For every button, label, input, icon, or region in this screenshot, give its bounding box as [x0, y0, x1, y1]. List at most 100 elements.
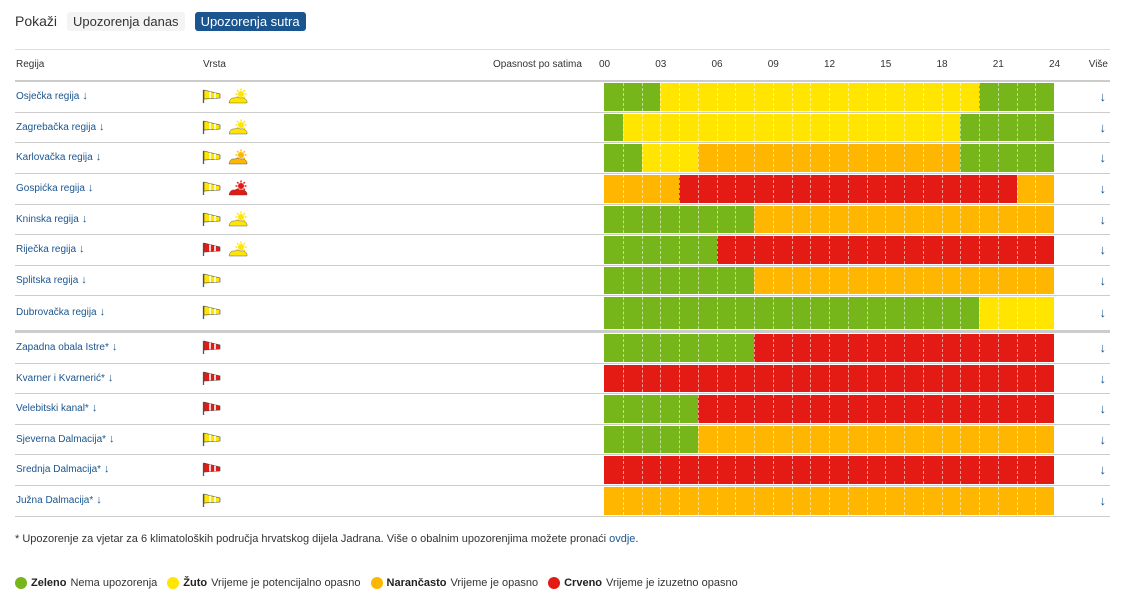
region-name[interactable]: Riječka regija ↓	[16, 243, 85, 255]
hazard-segment-orange	[604, 487, 1054, 515]
region-name[interactable]: Zagrebačka regija ↓	[16, 121, 105, 133]
tab-warnings-tomorrow[interactable]: Upozorenja sutra	[194, 11, 306, 31]
more-arrow-icon[interactable]: ↓	[1099, 370, 1107, 386]
region-name[interactable]: Kvarner i Kvarnerić* ↓	[16, 372, 113, 384]
region-name[interactable]: Osječka regija ↓	[16, 90, 88, 102]
region-name[interactable]: Južna Dalmacija* ↓	[16, 494, 102, 506]
arrow-down-icon: ↓	[82, 90, 88, 102]
region-row: Karlovačka regija ↓ ↓	[15, 143, 1110, 174]
warning-types	[202, 431, 222, 447]
region-name[interactable]: Kninska regija ↓	[16, 213, 87, 225]
warning-types	[202, 241, 248, 257]
more-arrow-icon[interactable]: ↓	[1099, 401, 1107, 416]
heat-icon	[228, 241, 248, 257]
footnote: * Upozorenje za vjetar za 6 klimatološki…	[15, 533, 638, 545]
hazard-segment-red	[716, 236, 1054, 264]
footnote-link[interactable]: ovdje	[609, 533, 636, 545]
warning-types	[202, 180, 248, 196]
more-arrow-icon[interactable]: ↓	[1099, 89, 1107, 104]
hazard-segment-red	[604, 456, 1054, 484]
region-name-text: Riječka regija	[16, 244, 77, 255]
more-arrow-icon[interactable]: ↓	[1099, 181, 1107, 196]
arrow-down-icon: ↓	[111, 341, 118, 353]
hazard-timeline	[604, 297, 1054, 329]
more-arrow-icon[interactable]: ↓	[1099, 340, 1107, 355]
arrow-down-icon: ↓	[79, 243, 85, 255]
hazard-segment-orange	[1016, 175, 1054, 203]
hour-labels: 00 03 06 09 12 15 18 21 24	[15, 50, 1110, 80]
hazard-timeline	[604, 365, 1054, 392]
warning-types	[202, 339, 222, 355]
region-name[interactable]: Gospićka regija ↓	[16, 182, 93, 194]
more-arrow-icon[interactable]: ↓	[1099, 431, 1107, 447]
hour-label: 21	[992, 59, 1004, 70]
region-row: Splitska regija ↓ ↓	[15, 266, 1110, 296]
more-arrow-icon[interactable]: ↓	[1099, 462, 1107, 477]
more-arrow-icon[interactable]: ↓	[1099, 493, 1107, 508]
warning-types	[202, 461, 222, 477]
header-region: Regija	[16, 59, 45, 70]
region-name-text: Južna Dalmacija*	[16, 495, 94, 506]
wind-icon	[202, 88, 222, 104]
region-row: Zapadna obala Istre* ↓ ↓	[15, 333, 1110, 364]
region-name[interactable]: Dubrovačka regija ↓	[16, 306, 105, 318]
region-name[interactable]: Velebitski kanal* ↓	[16, 402, 97, 414]
more-arrow-icon[interactable]: ↓	[1099, 211, 1107, 227]
arrow-down-icon: ↓	[95, 151, 102, 163]
wind-icon	[202, 461, 222, 477]
hour-label: 12	[824, 59, 836, 70]
wind-icon	[202, 211, 222, 227]
legend-name: Crveno	[564, 577, 603, 589]
hazard-timeline	[604, 426, 1054, 453]
region-row: Južna Dalmacija* ↓ ↓	[15, 486, 1110, 517]
region-row: Zagrebačka regija ↓ ↓	[15, 113, 1110, 143]
legend-item-green: Zeleno Nema upozorenja	[15, 577, 157, 589]
more-arrow-icon[interactable]: ↓	[1099, 119, 1107, 135]
region-name[interactable]: Zapadna obala Istre* ↓	[16, 341, 117, 353]
more-arrow-icon[interactable]: ↓	[1099, 305, 1107, 320]
hour-label: 24	[1049, 59, 1061, 70]
legend-desc: Vrijeme je izuzetno opasno	[606, 577, 738, 589]
legend-item-orange: Narančasto Vrijeme je opasno	[370, 577, 538, 589]
hazard-timeline	[604, 144, 1054, 172]
hazard-segment-yellow	[641, 144, 698, 172]
hour-label: 03	[655, 59, 667, 70]
legend-item-yellow: Žuto Vrijeme je potencijalno opasno	[167, 577, 361, 589]
tab-warnings-today[interactable]: Upozorenja danas	[67, 11, 185, 31]
warning-types	[202, 272, 222, 288]
hazard-segment-green	[604, 114, 623, 141]
hazard-timeline	[604, 206, 1054, 233]
heat-icon	[228, 149, 248, 165]
wind-icon	[202, 119, 222, 135]
more-arrow-icon[interactable]: ↓	[1099, 242, 1107, 257]
heat-icon	[228, 180, 248, 196]
region-name[interactable]: Karlovačka regija ↓	[16, 151, 101, 163]
arrow-down-icon: ↓	[99, 120, 105, 133]
region-name-text: Dubrovačka regija	[16, 307, 97, 318]
heat-icon	[228, 211, 248, 227]
hazard-segment-yellow	[622, 114, 961, 141]
region-row: Dubrovačka regija ↓ ↓	[15, 296, 1110, 333]
hazard-segment-orange	[604, 175, 679, 203]
region-name[interactable]: Splitska regija ↓	[16, 274, 87, 286]
wind-icon	[202, 431, 222, 447]
hour-label: 18	[936, 59, 948, 70]
hour-label: 06	[711, 59, 723, 70]
wind-icon	[202, 272, 222, 288]
hazard-timeline	[604, 175, 1054, 203]
warning-types	[202, 88, 248, 104]
header-more: Više	[1088, 59, 1108, 70]
legend-desc: Vrijeme je potencijalno opasno	[211, 577, 361, 589]
region-name[interactable]: Srednja Dalmacija* ↓	[16, 463, 110, 475]
region-name-text: Osječka regija	[16, 91, 80, 102]
hazard-timeline	[604, 236, 1054, 264]
more-arrow-icon[interactable]: ↓	[1099, 150, 1107, 165]
hazard-timeline	[604, 395, 1054, 423]
region-name[interactable]: Sjeverna Dalmacija* ↓	[16, 433, 115, 445]
wind-icon	[202, 149, 222, 165]
hazard-segment-red	[754, 334, 1054, 362]
hazard-segment-green	[960, 114, 1054, 141]
more-arrow-icon[interactable]: ↓	[1099, 272, 1107, 288]
arrow-down-icon: ↓	[109, 432, 115, 445]
wind-icon	[202, 339, 222, 355]
